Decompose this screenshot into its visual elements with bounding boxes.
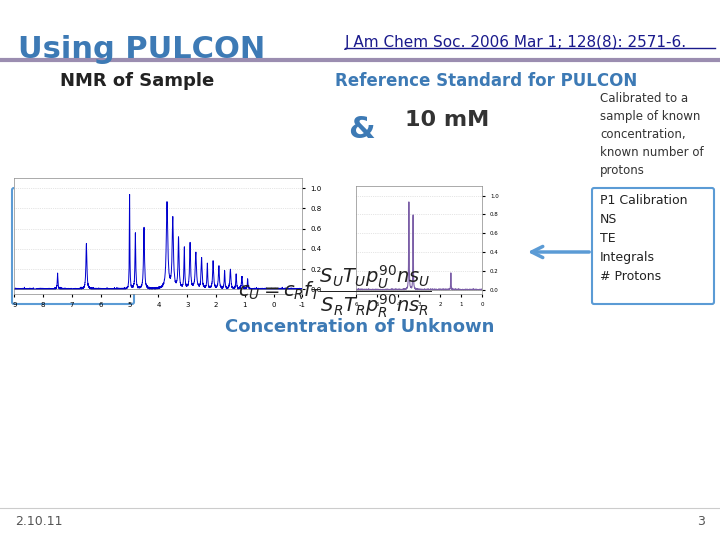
FancyBboxPatch shape	[592, 188, 714, 304]
Text: Calibrated to a
sample of known
concentration,
known number of
protons: Calibrated to a sample of known concentr…	[600, 92, 703, 177]
Text: Using PULCON: Using PULCON	[18, 35, 265, 64]
Text: &: &	[348, 116, 374, 145]
Text: 10 mM: 10 mM	[405, 110, 490, 130]
Text: J Am Chem Soc. 2006 Mar 1; 128(8): 2571-6.: J Am Chem Soc. 2006 Mar 1; 128(8): 2571-…	[345, 35, 687, 50]
Text: P1 Calibration
NS
TE
Integrals
# Protons: P1 Calibration NS TE Integrals # Protons	[600, 194, 688, 283]
Text: Reference Standard for PULCON: Reference Standard for PULCON	[335, 72, 637, 90]
Text: P1 Calibration
NS
TE
Integrals
# Protons: P1 Calibration NS TE Integrals # Protons	[20, 194, 107, 283]
FancyBboxPatch shape	[12, 188, 134, 304]
Text: 2.10.11: 2.10.11	[15, 515, 63, 528]
Text: $c_U = c_R f_T \dfrac{S_U T_U p_U^{90} ns_U}{S_R T_R p_R^{90} ns_R}$: $c_U = c_R f_T \dfrac{S_U T_U p_U^{90} n…	[238, 264, 431, 320]
Text: 3: 3	[697, 515, 705, 528]
Text: Concentration of Unknown: Concentration of Unknown	[225, 318, 495, 336]
Text: NMR of Sample: NMR of Sample	[60, 72, 215, 90]
